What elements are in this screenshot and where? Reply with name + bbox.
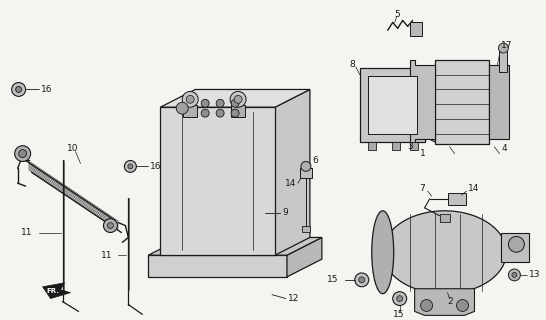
Text: 3: 3 — [408, 142, 413, 151]
Circle shape — [128, 164, 133, 169]
Circle shape — [359, 277, 365, 283]
Ellipse shape — [372, 211, 394, 294]
Text: 11: 11 — [101, 251, 112, 260]
Text: 14: 14 — [285, 179, 296, 188]
Text: 15: 15 — [327, 275, 339, 284]
Text: 16: 16 — [150, 162, 162, 171]
Bar — [435, 60, 489, 144]
Circle shape — [393, 292, 407, 306]
Circle shape — [11, 83, 26, 96]
Polygon shape — [161, 90, 310, 107]
Text: 4: 4 — [501, 144, 507, 153]
Circle shape — [355, 273, 369, 287]
Polygon shape — [183, 105, 197, 117]
Text: 6: 6 — [312, 156, 318, 165]
Circle shape — [182, 92, 198, 107]
Polygon shape — [489, 65, 509, 139]
Polygon shape — [410, 60, 435, 144]
Circle shape — [512, 272, 517, 277]
Circle shape — [16, 86, 22, 92]
Text: 16: 16 — [40, 85, 52, 94]
Circle shape — [124, 161, 136, 172]
Bar — [501, 233, 529, 262]
Text: 9: 9 — [282, 208, 288, 217]
Text: 17: 17 — [501, 41, 513, 50]
Circle shape — [498, 43, 508, 53]
Ellipse shape — [383, 211, 506, 294]
Polygon shape — [425, 70, 460, 142]
Text: 1: 1 — [420, 149, 425, 158]
Text: 14: 14 — [467, 184, 479, 193]
Polygon shape — [287, 237, 322, 277]
Bar — [368, 76, 417, 134]
Circle shape — [216, 99, 224, 107]
Polygon shape — [43, 283, 70, 299]
Bar — [448, 193, 466, 205]
Text: 11: 11 — [21, 228, 33, 237]
Circle shape — [234, 95, 242, 103]
Text: 7: 7 — [420, 184, 425, 193]
Bar — [440, 214, 449, 222]
Circle shape — [397, 296, 402, 301]
Circle shape — [201, 99, 209, 107]
Text: 5: 5 — [395, 10, 400, 19]
Circle shape — [108, 223, 114, 228]
Text: 10: 10 — [67, 144, 78, 153]
Text: 15: 15 — [393, 310, 404, 319]
Circle shape — [456, 300, 468, 311]
Polygon shape — [149, 237, 322, 255]
Circle shape — [19, 150, 27, 157]
Bar — [391, 142, 400, 150]
Circle shape — [103, 219, 117, 233]
Bar — [410, 142, 418, 150]
Text: 12: 12 — [288, 294, 299, 303]
Text: 2: 2 — [448, 297, 453, 306]
Polygon shape — [161, 107, 275, 255]
Circle shape — [231, 99, 239, 107]
Bar — [360, 68, 425, 142]
Circle shape — [508, 236, 524, 252]
Polygon shape — [149, 255, 287, 277]
Circle shape — [201, 109, 209, 117]
Circle shape — [186, 95, 194, 103]
Bar — [368, 142, 376, 150]
Circle shape — [508, 269, 520, 281]
Bar — [500, 48, 507, 72]
Circle shape — [230, 92, 246, 107]
Circle shape — [15, 146, 31, 162]
Bar — [302, 226, 310, 231]
Text: FR.: FR. — [46, 288, 59, 294]
Bar — [300, 168, 312, 178]
Polygon shape — [231, 105, 245, 117]
Text: 8: 8 — [349, 60, 355, 69]
Polygon shape — [414, 289, 474, 315]
Circle shape — [301, 162, 311, 171]
Text: 13: 13 — [529, 270, 541, 279]
Circle shape — [231, 109, 239, 117]
Circle shape — [420, 300, 432, 311]
Circle shape — [176, 102, 188, 114]
Circle shape — [216, 109, 224, 117]
Bar — [410, 22, 422, 36]
Polygon shape — [275, 90, 310, 255]
